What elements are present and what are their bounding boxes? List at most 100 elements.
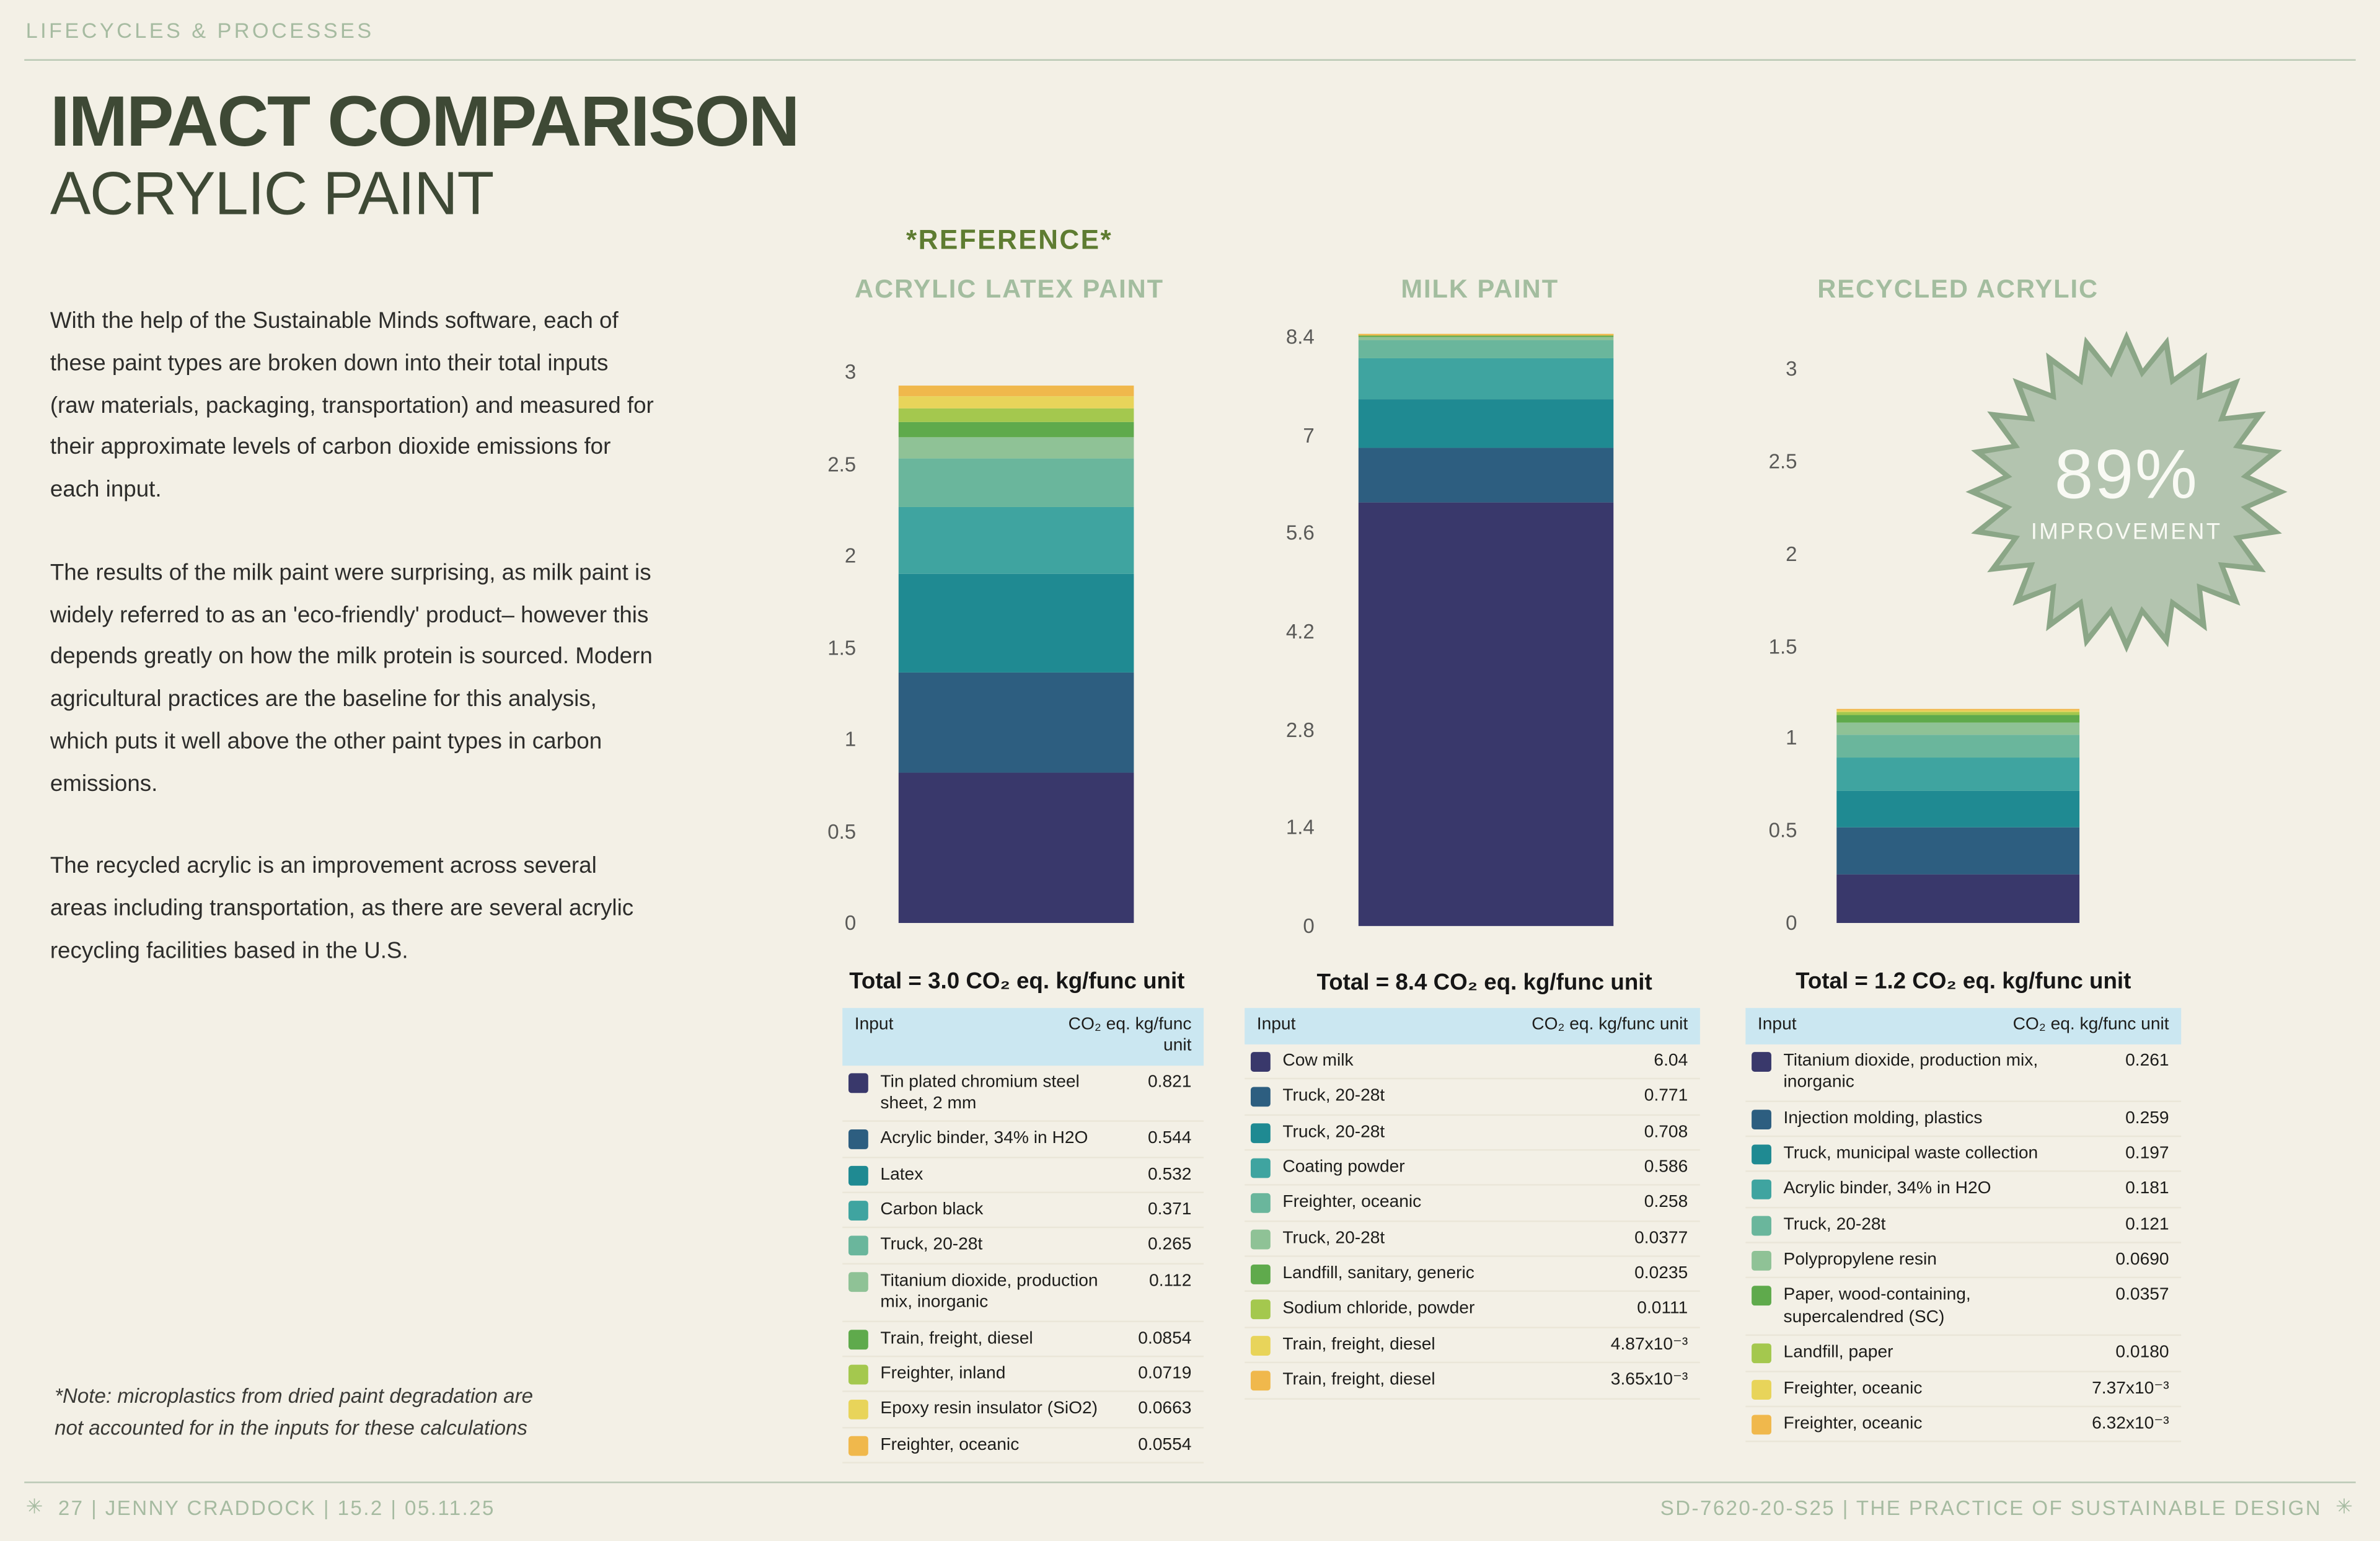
input-value: 0.0854: [1113, 1328, 1191, 1349]
legend-swatch: [848, 1130, 868, 1150]
total-label-milk-paint: Total = 8.4 CO₂ eq. kg/func unit: [1257, 970, 1712, 996]
footer-left: ✳ 27 | JENNY CRADDOCK | 15.2 | 05.11.25: [26, 1495, 495, 1519]
input-value: 0.0663: [1113, 1398, 1191, 1420]
bar-segment: [899, 673, 1134, 772]
input-value: 0.708: [1609, 1121, 1688, 1143]
legend-swatch: [1251, 1052, 1271, 1072]
y-axis-tick-label: 2: [1786, 542, 1797, 565]
bottom-divider: [24, 1481, 2356, 1483]
total-label-acrylic-latex: Total = 3.0 CO₂ eq. kg/func unit: [797, 968, 1237, 994]
y-axis-tick-label: 1.5: [1769, 635, 1797, 658]
input-label: Truck, municipal waste collection: [1784, 1143, 2091, 1165]
reference-label: *REFERENCE*: [789, 224, 1229, 256]
input-label: Truck, 20-28t: [1784, 1214, 2091, 1235]
footer-right: SD-7620-20-S25 | THE PRACTICE OF SUSTAIN…: [1660, 1495, 2355, 1519]
y-axis-tick-label: 3: [1786, 358, 1797, 381]
y-axis-tick-label: 0: [845, 912, 856, 935]
input-value: 0.181: [2090, 1178, 2169, 1200]
input-value: 0.0180: [2090, 1342, 2169, 1364]
legend-swatch: [1752, 1109, 1771, 1129]
input-value: 0.821: [1113, 1071, 1191, 1093]
input-value: 7.37x10⁻³: [2090, 1378, 2169, 1400]
bar-segment: [899, 437, 1134, 457]
input-label: Latex: [880, 1164, 1113, 1186]
bar-segment: [1836, 715, 2079, 722]
bar-segment: [899, 386, 1134, 396]
input-value: 3.65x10⁻³: [1609, 1369, 1688, 1391]
legend-swatch: [848, 1400, 868, 1420]
intro-paragraph: The results of the milk paint were surpr…: [50, 552, 654, 805]
top-divider: [24, 60, 2356, 61]
eyebrow: LIFECYCLES & PROCESSES: [26, 18, 374, 42]
input-label: Landfill, sanitary, generic: [1282, 1263, 1609, 1285]
bar-segment: [899, 396, 1134, 408]
data-table-recycled-acrylic: Input CO₂ eq. kg/func unit Titanium diox…: [1745, 1008, 2181, 1442]
legend-swatch: [1752, 1379, 1771, 1399]
legend-swatch: [1752, 1052, 1771, 1072]
legend-swatch: [1251, 1123, 1271, 1142]
bar-segment: [1836, 712, 2079, 715]
input-label: Landfill, paper: [1784, 1342, 2091, 1364]
bar-segment: [1836, 710, 2079, 711]
intro-paragraph: With the help of the Sustainable Minds s…: [50, 301, 654, 511]
legend-swatch: [1251, 1371, 1271, 1391]
input-label: Injection molding, plastics: [1784, 1108, 2091, 1129]
asterisk-icon: ✳: [26, 1495, 45, 1519]
y-axis-tick-label: 0: [1303, 915, 1314, 938]
input-value: 0.544: [1113, 1128, 1191, 1150]
input-value: 0.371: [1113, 1199, 1191, 1221]
table-header-input: Input: [855, 1015, 894, 1058]
bar-segment: [1836, 711, 2079, 712]
page-title: IMPACT COMPARISON ACRYLIC PAINT: [50, 85, 798, 227]
table-row: Paper, wood-containing, supercalendred (…: [1745, 1279, 2181, 1336]
input-value: 0.265: [1113, 1235, 1191, 1256]
input-value: 0.121: [2090, 1214, 2169, 1235]
y-axis-tick-label: 1.4: [1286, 816, 1315, 839]
legend-swatch: [848, 1272, 868, 1292]
bar-segment: [1359, 340, 1613, 358]
input-value: 6.04: [1609, 1050, 1688, 1072]
legend-swatch: [1251, 1229, 1271, 1249]
legend-swatch: [1752, 1216, 1771, 1235]
input-label: Titanium dioxide, production mix, inorga…: [880, 1270, 1113, 1314]
bar-segment: [899, 506, 1134, 575]
intro-paragraph: The recycled acrylic is an improvement a…: [50, 846, 654, 973]
asterisk-icon: ✳: [2335, 1495, 2354, 1519]
y-axis-tick-label: 3: [845, 361, 856, 384]
table-row: Titanium dioxide, production mix, inorga…: [1745, 1044, 2181, 1101]
legend-swatch: [1752, 1415, 1771, 1434]
input-label: Truck, 20-28t: [1282, 1227, 1609, 1249]
input-label: Truck, 20-28t: [880, 1235, 1113, 1256]
input-value: 0.259: [2090, 1108, 2169, 1129]
input-label: Polypropylene resin: [1784, 1250, 2091, 1271]
table-header: Input CO₂ eq. kg/func unit: [1745, 1008, 2181, 1044]
y-axis-tick-label: 2.8: [1286, 718, 1315, 741]
input-value: 6.32x10⁻³: [2090, 1413, 2169, 1435]
input-label: Acrylic binder, 34% in H2O: [880, 1128, 1113, 1150]
legend-swatch: [848, 1237, 868, 1256]
legend-swatch: [1251, 1300, 1271, 1320]
table-header-value: CO₂ eq. kg/func unit: [1036, 1015, 1191, 1058]
y-axis-tick-label: 0.5: [1769, 819, 1797, 842]
input-label: Freighter, inland: [880, 1363, 1113, 1385]
y-axis-tick-label: 2.5: [1769, 450, 1797, 473]
legend-swatch: [1251, 1087, 1271, 1107]
improvement-badge: 89% IMPROVEMENT: [1963, 328, 2291, 656]
y-axis-tick-label: 5.6: [1286, 522, 1315, 545]
legend-swatch: [848, 1436, 868, 1455]
bar-segment: [1836, 875, 2079, 923]
